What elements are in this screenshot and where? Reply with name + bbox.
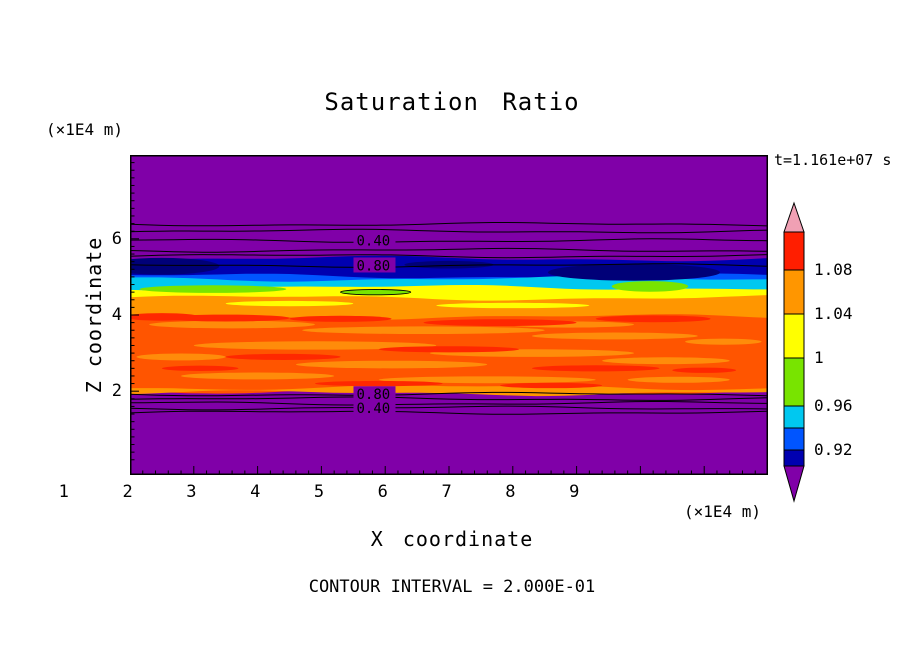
x-axis-label: X coordinate <box>370 527 534 551</box>
contour-line <box>130 222 768 227</box>
red-streak <box>315 380 443 387</box>
colorbar-segment <box>783 269 805 315</box>
orange-streak <box>193 341 437 350</box>
red-streak <box>672 367 737 373</box>
colorbar-tick-label: 0.96 <box>814 396 853 415</box>
orange-streak <box>302 326 545 335</box>
contour-label-bg <box>353 399 396 415</box>
x-tick-label: 7 <box>441 482 452 502</box>
orange-streak <box>181 372 335 380</box>
orange-streak <box>136 353 226 361</box>
contour-line <box>130 247 768 253</box>
green-lens-outlined <box>340 289 412 296</box>
yellow-streak <box>436 302 590 309</box>
colorbar-svg <box>783 201 805 503</box>
red-streak <box>161 365 239 371</box>
x-tick-label: 8 <box>505 482 516 502</box>
z-tick-label: 2 <box>111 381 122 402</box>
red-streak <box>378 346 520 353</box>
contour-label-bg <box>353 386 396 402</box>
orange-streak <box>378 376 596 384</box>
x-tick-labels: 1 2 3 4 5 6 7 8 9 <box>0 482 904 502</box>
contour-label: 0.40 <box>356 401 390 417</box>
colorbar-segment <box>783 357 805 407</box>
x-tick-label: 9 <box>569 482 580 502</box>
red-streak <box>500 382 603 389</box>
navy-lump-right <box>547 263 721 281</box>
green-blob-right <box>611 281 689 292</box>
contour-interval-label: CONTOUR INTERVAL = 2.000E-01 <box>308 577 596 597</box>
orange-streak <box>149 320 316 329</box>
colorbar-segment <box>783 449 805 467</box>
red-streak <box>161 314 290 322</box>
contour-line <box>130 228 768 234</box>
x-tick-label: 1 <box>58 482 69 502</box>
colorbar-top-tip <box>783 201 805 233</box>
x-tick-label: 2 <box>122 482 133 502</box>
plot-border <box>130 155 768 475</box>
contour-label: 0.80 <box>356 258 390 274</box>
colorbar-bottom-tip <box>783 465 805 503</box>
contour-line <box>130 238 768 243</box>
x-tick-label: 6 <box>377 482 388 502</box>
colorbar-tick-label: 1.08 <box>814 260 853 279</box>
colorbar-segment <box>783 427 805 451</box>
red-streak <box>225 353 341 360</box>
contour-line <box>130 254 768 259</box>
x-tick-label: 3 <box>186 482 197 502</box>
orange-streak <box>295 360 488 369</box>
contour-line <box>130 401 768 406</box>
contour-label-bg <box>353 232 396 248</box>
green-streak-left <box>139 285 287 293</box>
colorbar-tick-label: 0.92 <box>814 440 853 459</box>
colorbar-tick-label: 1 <box>814 348 824 367</box>
y-axis-unit: (×1E4 m) <box>46 120 124 139</box>
z-tick-label: 6 <box>111 228 122 249</box>
red-streak <box>595 315 711 323</box>
contour-plot-svg: 0.400.800.800.40 <box>130 155 768 475</box>
orange-streak <box>602 357 730 365</box>
contour-line <box>130 396 768 401</box>
x-tick-label: 4 <box>250 482 261 502</box>
contour-line <box>130 391 768 397</box>
orange-streak <box>627 376 730 383</box>
x-tick-label: 5 <box>313 482 325 502</box>
contour-line <box>130 263 768 268</box>
colorbar-segment <box>783 313 805 359</box>
contour-label-bg <box>353 257 396 273</box>
colorbar-tick-label: 1.04 <box>814 304 853 323</box>
orange-streak <box>531 332 698 340</box>
colorbar-segment <box>783 405 805 429</box>
contour-label: 0.80 <box>356 387 390 403</box>
orange-streak <box>685 338 762 345</box>
navy-lump-left <box>130 257 220 275</box>
z-tick-label: 4 <box>111 305 122 325</box>
time-label: t=1.161e+07 s <box>774 151 892 169</box>
red-streak <box>423 319 577 327</box>
red-streak <box>531 365 660 372</box>
figure-title: Saturation Ratio <box>324 88 580 116</box>
red-streak <box>289 315 392 322</box>
x-axis-unit: (×1E4 m) <box>684 502 762 521</box>
band-orange-bottom <box>130 385 768 397</box>
contour-line <box>130 410 768 415</box>
colorbar-segment <box>783 231 805 271</box>
band-blue <box>130 273 768 285</box>
contour-label: 0.40 <box>356 234 390 250</box>
yellow-streak <box>225 300 354 307</box>
contour-line <box>130 405 768 411</box>
